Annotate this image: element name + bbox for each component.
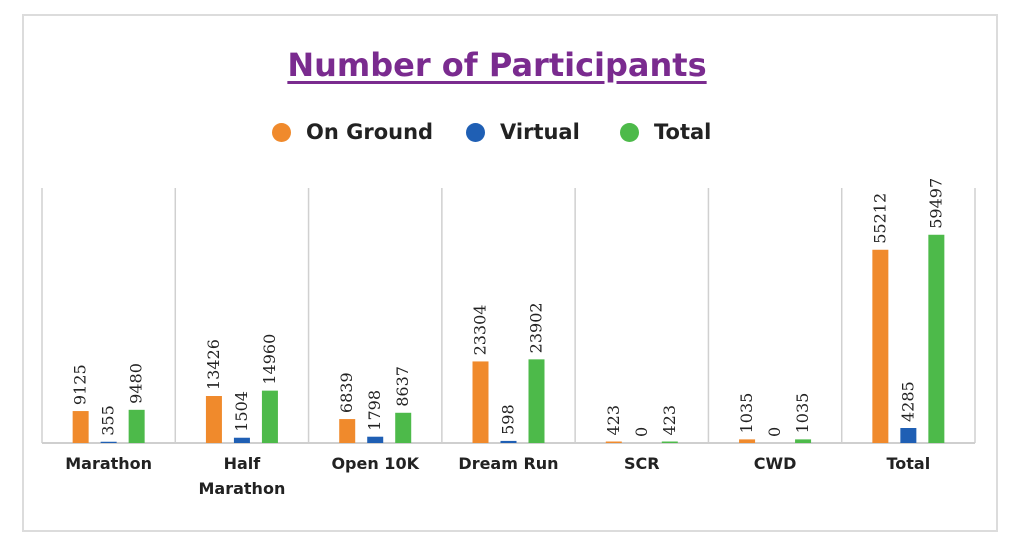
value-label-total-half-marathon: 14960	[260, 334, 279, 385]
bar-on-ground-scr	[605, 441, 622, 443]
legend-item-total: Total	[620, 116, 711, 148]
bar-virtual-half-marathon	[233, 437, 250, 443]
chart-legend: On Ground Virtual Total	[0, 116, 1000, 148]
legend-label-virtual: Virtual	[500, 120, 580, 144]
bar-total-dream-run	[528, 359, 545, 443]
category-label-scr: SCR	[624, 454, 660, 473]
category-label-total: Total	[886, 454, 930, 473]
value-label-virtual-marathon: 355	[99, 405, 118, 436]
value-label-virtual-half-marathon: 1504	[232, 391, 251, 432]
value-label-total-open-10k: 8637	[393, 366, 412, 407]
value-label-on-ground-total: 55212	[870, 193, 889, 244]
bar-virtual-open-10k	[367, 436, 384, 443]
category-label-half-marathon: Half Marathon	[199, 454, 286, 498]
value-label-on-ground-scr: 423	[604, 405, 623, 436]
value-label-virtual-cwd: 0	[765, 427, 784, 437]
value-label-on-ground-half-marathon: 13426	[204, 339, 223, 390]
legend-swatch-virtual	[466, 122, 485, 142]
bar-virtual-dream-run	[500, 440, 517, 443]
chart-frame	[22, 14, 998, 532]
bar-on-ground-total	[872, 249, 889, 443]
value-label-virtual-open-10k: 1798	[365, 390, 384, 431]
value-label-total-cwd: 1035	[793, 393, 812, 434]
value-label-total-total: 59497	[926, 178, 945, 229]
bar-on-ground-half-marathon	[205, 396, 222, 443]
bar-on-ground-open-10k	[339, 419, 356, 443]
bar-total-cwd	[795, 439, 812, 443]
legend-label-total: Total	[654, 120, 712, 144]
value-label-on-ground-cwd: 1035	[737, 393, 756, 434]
legend-swatch-on-ground	[272, 122, 291, 142]
value-label-total-dream-run: 23902	[527, 302, 546, 353]
bar-total-marathon	[128, 409, 145, 443]
value-label-total-scr: 423	[660, 405, 679, 436]
value-label-on-ground-marathon: 9125	[71, 364, 90, 405]
value-label-virtual-total: 4285	[898, 381, 917, 422]
value-label-on-ground-dream-run: 23304	[471, 305, 490, 356]
value-label-total-marathon: 9480	[127, 363, 146, 404]
category-label-dream-run: Dream Run	[458, 454, 558, 473]
value-label-virtual-dream-run: 598	[499, 404, 518, 435]
bar-total-total	[928, 234, 945, 443]
bar-virtual-total	[900, 428, 917, 443]
legend-swatch-total	[620, 122, 639, 142]
value-label-on-ground-open-10k: 6839	[337, 372, 356, 413]
value-label-virtual-scr: 0	[632, 427, 651, 437]
category-label-cwd: CWD	[754, 454, 797, 473]
bar-on-ground-cwd	[739, 439, 756, 443]
category-label-open-10k: Open 10K	[331, 454, 419, 473]
bar-virtual-marathon	[100, 441, 117, 443]
legend-item-virtual: Virtual	[466, 116, 580, 148]
bar-total-open-10k	[395, 412, 412, 443]
legend-item-on-ground: On Ground	[272, 116, 433, 148]
bar-on-ground-marathon	[72, 411, 89, 443]
bar-total-half-marathon	[261, 390, 278, 443]
bar-total-scr	[661, 441, 678, 443]
chart-title: Number of Participants	[287, 46, 707, 84]
legend-label-on-ground: On Ground	[306, 120, 434, 144]
category-label-marathon: Marathon	[65, 454, 152, 473]
bar-on-ground-dream-run	[472, 361, 489, 443]
